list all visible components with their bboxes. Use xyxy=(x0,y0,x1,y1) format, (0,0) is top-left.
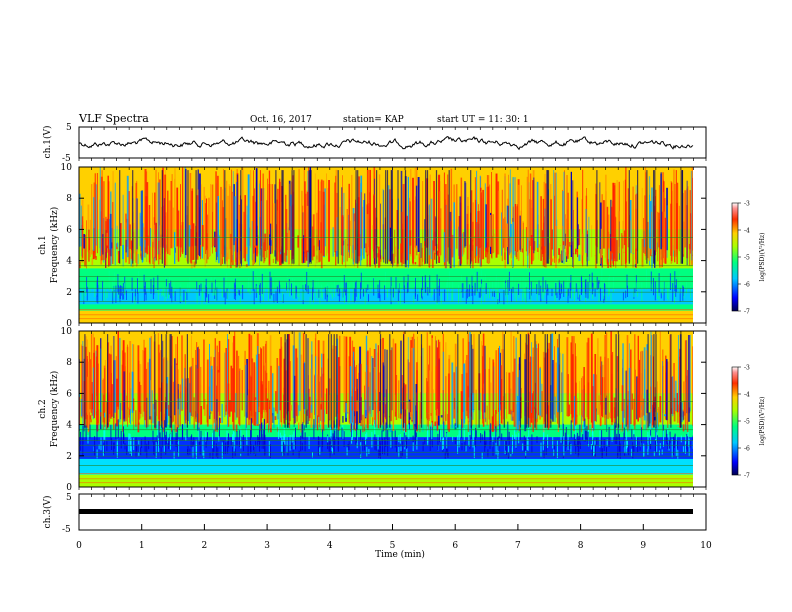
ch1-colorbar-tick-label--6: -6 xyxy=(744,282,750,289)
x-tick-label-10: 10 xyxy=(700,541,712,551)
figure-title: VLF Spectra xyxy=(78,112,149,125)
ch1-colorbar-tick-label--7: -7 xyxy=(744,309,750,316)
x-tick-label-8: 8 xyxy=(578,541,584,551)
x-tick-label-3: 3 xyxy=(264,541,270,551)
ch1-spectrogram-panel: 0 2 4 6 8 10 ch.1 Frequency (kHz) xyxy=(38,163,707,329)
station-label: station= KAP xyxy=(343,115,404,125)
ch2-spec-ylabel: Frequency (kHz) xyxy=(49,371,60,448)
ch2-colorbar-tick-label--5: -5 xyxy=(744,419,750,426)
ch1-ytick-top: 5 xyxy=(66,123,72,133)
ch2-spec-ytick-label-2: 2 xyxy=(66,452,72,462)
x-tick-label-1: 1 xyxy=(139,541,145,551)
ch3-waveform-panel: 5 -5 ch.3(V) 0 1 2 3 4 5 6 7 8 9 10 Time (min) xyxy=(42,127,712,560)
ch1-colorbar-tick-label--4: -4 xyxy=(744,228,750,235)
ch1-spec-ytick-label-8: 8 xyxy=(66,194,72,204)
ch1-waveform-line xyxy=(78,135,694,151)
ch2-spec-ytick-label-6: 6 xyxy=(66,389,72,399)
ch2-spec-ytick-label-0: 0 xyxy=(66,483,72,493)
x-tick-label-0: 0 xyxy=(76,541,82,551)
ch3-ylabel: ch.3(V) xyxy=(42,496,53,529)
ch1-colorbar-tick-label--5: -5 xyxy=(744,255,750,262)
ch1-spec-ytick-label-4: 4 xyxy=(66,257,72,267)
ch2-spec-ytick-label-4: 4 xyxy=(66,421,72,431)
ch3-ytick-top: 5 xyxy=(66,493,72,503)
x-tick-label-4: 4 xyxy=(327,541,333,551)
ch3-waveform-line xyxy=(79,509,693,514)
ch1-spec-ytick-label-0: 0 xyxy=(66,319,72,329)
ch3-ytick-bottom: -5 xyxy=(62,525,71,535)
ch2-spec-ytick-label-8: 8 xyxy=(66,358,72,368)
ch2-colorbar-tick-label--6: -6 xyxy=(744,446,750,453)
ch2-colorbar-label: log(PSD)(V²/Hz) xyxy=(759,397,766,446)
x-tick-label-6: 6 xyxy=(452,541,458,551)
ch2-colorbar-tick-label--3: -3 xyxy=(744,365,750,372)
ch2-spectrogram-panel: 0 2 4 6 8 10 ch.2 Frequency (kHz) xyxy=(38,327,707,493)
ch1-waveform-panel: 5 -5 ch.1(V) xyxy=(42,123,707,164)
ch1-spec-ylabel: Frequency (kHz) xyxy=(49,207,60,284)
ch2-spec-ytick-label-10: 10 xyxy=(61,327,73,337)
ch2-colorbar-tick-label--4: -4 xyxy=(744,392,750,399)
ch1-spectrogram-image xyxy=(79,167,706,323)
ch1-spec-ylabel-channel: ch.1 xyxy=(38,235,48,254)
ch1-colorbar: -3 -4 -5 -6 -7 log(PSD)(V²/Hz) xyxy=(731,201,766,316)
x-tick-label-5: 5 xyxy=(390,541,396,551)
x-tick-label-9: 9 xyxy=(640,541,646,551)
ch2-spec-ylabel-channel: ch.2 xyxy=(38,399,48,418)
x-tick-label-2: 2 xyxy=(202,541,208,551)
ch1-spec-ytick-label-6: 6 xyxy=(66,225,72,235)
start-time-label: start UT = 11: 30: 1 xyxy=(437,115,529,125)
ch2-colorbar-tick-label--7: -7 xyxy=(744,473,750,480)
ch1-spec-ytick-label-2: 2 xyxy=(66,288,72,298)
ch1-ylabel: ch.1(V) xyxy=(42,126,53,159)
ch1-spec-ytick-label-10: 10 xyxy=(61,163,73,173)
ch2-colorbar: -3 -4 -5 -6 -7 log(PSD)(V²/Hz) xyxy=(731,365,766,480)
ch1-colorbar-tick-label--3: -3 xyxy=(744,201,750,208)
ch1-ytick-bottom: -5 xyxy=(62,154,71,164)
ch1-colorbar-label: log(PSD)(V²/Hz) xyxy=(759,233,766,282)
x-tick-label-7: 7 xyxy=(515,541,521,551)
date-label: Oct. 16, 2017 xyxy=(250,115,312,125)
ch2-spectrogram-image xyxy=(79,331,706,487)
x-axis-label: Time (min) xyxy=(375,549,425,560)
